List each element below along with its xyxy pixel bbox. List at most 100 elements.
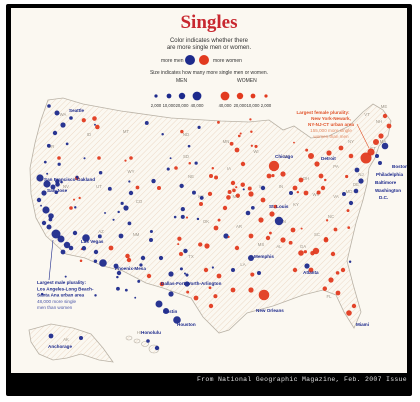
- city-dot-men: [48, 213, 54, 219]
- state-label: AZ: [98, 229, 104, 234]
- city-dot-women: [239, 132, 242, 135]
- city-dot-women: [234, 245, 240, 251]
- city-dot-women: [248, 191, 254, 197]
- city-label: Philadelphia: [376, 172, 404, 177]
- city-label: Memphis: [254, 254, 274, 259]
- city-dot-men: [183, 248, 188, 254]
- city-dot-women: [157, 186, 161, 190]
- city-dot-men: [55, 179, 60, 184]
- city-dot-men: [134, 296, 137, 299]
- legend-men-swatch: [185, 55, 195, 65]
- legend-tick-men: 40,000: [191, 103, 204, 108]
- city-dot-men: [180, 207, 185, 212]
- city-dot-women: [292, 185, 298, 191]
- legend-size-dot-men: [192, 91, 202, 101]
- state-label: ND: [183, 132, 189, 137]
- state-label: OH: [303, 176, 309, 181]
- city-dot-women: [135, 185, 140, 190]
- state-label: NJ: [358, 172, 363, 177]
- city-dot-men: [116, 275, 119, 279]
- state-label: AL: [276, 244, 282, 249]
- city-dot-women: [240, 182, 245, 187]
- city-dot-women: [73, 198, 76, 201]
- city-dot-men: [128, 190, 134, 196]
- city-label: Seattle: [69, 108, 85, 113]
- city-dot-men: [41, 190, 47, 196]
- city-dot-men: [57, 162, 61, 166]
- city-dot-women: [226, 195, 231, 200]
- city-dot-women: [199, 202, 203, 206]
- city-dot-women: [193, 295, 199, 301]
- legend-size-dot-women: [264, 94, 268, 98]
- city-dot-women: [258, 217, 264, 223]
- city-dot-women: [351, 303, 357, 309]
- legend-size-note: Size indicates how many more single men …: [149, 70, 269, 76]
- city-dot-women: [346, 310, 352, 316]
- city-dot-women: [57, 156, 61, 160]
- city-dot-women: [316, 190, 321, 195]
- city-dot-men: [146, 339, 150, 343]
- city-dot-women: [222, 205, 228, 211]
- male-annotation-line: Santa Ana urban area: [37, 293, 85, 298]
- legend-size-dot-women: [236, 92, 244, 100]
- male-annotation-leader: [48, 239, 54, 281]
- city-dot-men: [46, 224, 52, 230]
- city-dot-women: [227, 235, 230, 238]
- city-dot-men: [151, 178, 156, 184]
- city-dot-women: [108, 245, 114, 251]
- city-dot-women: [265, 235, 271, 241]
- city-dot-women: [209, 174, 213, 178]
- city-dot-men: [179, 183, 184, 189]
- city-dot-women: [292, 267, 298, 273]
- city-label: Baltimore: [375, 180, 397, 185]
- city-dot-men: [381, 142, 389, 150]
- city-dot-men: [375, 154, 379, 158]
- city-dot-women: [367, 148, 375, 156]
- city-dot-women: [188, 161, 192, 165]
- city-dot-men: [158, 255, 164, 261]
- city-dot-men: [36, 174, 44, 182]
- state-label: WV: [313, 192, 320, 197]
- city-dot-men: [93, 249, 99, 255]
- city-dot-men: [127, 221, 132, 226]
- city-dot-women: [179, 252, 183, 256]
- city-dot-women: [129, 156, 133, 160]
- city-label: San Jose: [47, 188, 68, 193]
- city-label: Miami: [356, 322, 369, 327]
- city-dot-women: [345, 174, 349, 179]
- state-label: CT: [370, 146, 376, 151]
- state-label: UT: [96, 184, 102, 189]
- city-dot-men: [47, 104, 51, 108]
- city-labels: Seattle Boston Detroit Philadelphia Baltimor…: [44, 108, 407, 349]
- city-dot-women: [230, 287, 236, 293]
- city-dot-women: [290, 227, 296, 233]
- city-dot-men: [155, 300, 163, 308]
- state-label: TX: [188, 254, 194, 259]
- city-dot-women: [318, 173, 324, 179]
- female-annotation-line: NY-NJ-CT urban area: [308, 122, 354, 127]
- city-dot-women: [303, 250, 307, 254]
- city-dot-women: [247, 186, 252, 191]
- legend-women-header: WOMEN: [237, 78, 257, 84]
- city-dot-men: [50, 184, 56, 190]
- map-page: Singles Color indicates whether there ar…: [11, 8, 407, 373]
- city-dot-men: [63, 241, 71, 249]
- city-dot-men: [60, 180, 63, 184]
- city-dot-men: [99, 259, 107, 267]
- us-map: 2,000 10,000 20,000 40,000 40,000 20,000 10,00…: [28, 91, 407, 363]
- legend-tick-women: 2,000: [261, 103, 272, 108]
- city-dot-men: [163, 308, 169, 314]
- city-dot-women: [174, 166, 178, 170]
- legend-more-men-label: more men: [161, 58, 184, 64]
- city-dot-men: [187, 144, 191, 148]
- city-dot-men: [194, 161, 198, 165]
- state-label: LA: [240, 262, 245, 267]
- city-dot-men: [57, 235, 65, 243]
- city-dot-men: [60, 249, 66, 255]
- state-label: NC: [328, 214, 334, 219]
- city-dot-women: [308, 267, 314, 273]
- city-dot-men: [378, 161, 382, 165]
- city-dot-women: [159, 281, 165, 287]
- city-dot-men: [74, 206, 77, 209]
- city-label: Phoenix-Mesa: [115, 266, 146, 271]
